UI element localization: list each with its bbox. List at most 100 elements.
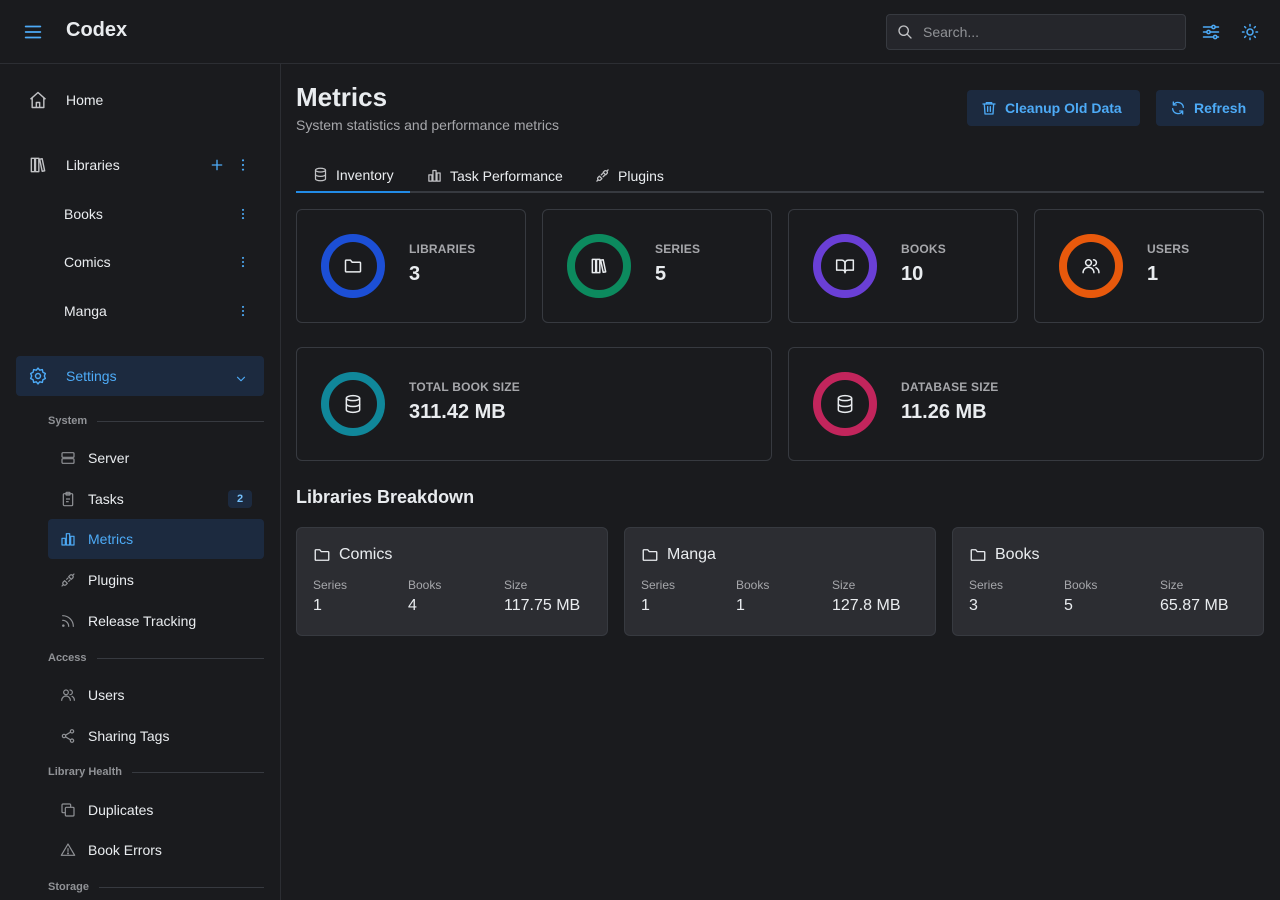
section-label-text: System <box>48 415 88 427</box>
size-label: Size <box>504 578 528 592</box>
theme-toggle-icon[interactable] <box>1238 20 1262 44</box>
stat-ring <box>321 234 385 298</box>
section-label-text: Access <box>48 652 87 664</box>
sidebar-item-libraries[interactable]: Libraries <box>16 145 264 185</box>
sidebar-item-book-errors[interactable]: Book Errors <box>48 830 264 870</box>
books-label: Books <box>736 578 770 592</box>
library-icon <box>27 154 49 176</box>
users-icon <box>1081 256 1101 276</box>
sidebar-item-label: Home <box>66 92 104 108</box>
books-label: Books <box>1064 578 1098 592</box>
refresh-button[interactable]: Refresh <box>1156 90 1265 126</box>
sidebar-item-settings[interactable]: Settings <box>16 356 264 396</box>
menu-icon[interactable] <box>22 21 44 43</box>
sidebar-item-label: Tasks <box>88 491 124 507</box>
library-icon <box>589 256 609 276</box>
section-label-text: Library Health <box>48 766 122 778</box>
sidebar-library-comics[interactable]: Comics <box>48 242 264 282</box>
sidebar-library-manga[interactable]: Manga <box>48 291 264 331</box>
books-count: 4 <box>408 597 417 614</box>
stat-ring <box>567 234 631 298</box>
search-icon <box>887 24 923 40</box>
sidebar-item-metrics[interactable]: Metrics <box>48 519 264 559</box>
tasks-count-badge: 2 <box>228 490 252 508</box>
series-label: Series <box>641 578 676 592</box>
page-subtitle: System statistics and performance metric… <box>296 117 559 133</box>
add-library-icon[interactable] <box>208 154 226 176</box>
page-title: Metrics <box>296 82 388 112</box>
app-header: Codex <box>0 0 1280 64</box>
bar-chart-icon <box>426 168 442 184</box>
stat-ring <box>813 372 877 436</box>
sidebar-item-sharing-tags[interactable]: Sharing Tags <box>48 716 264 756</box>
library-label: Manga <box>64 303 107 319</box>
stat-value: 11.26 MB <box>901 401 987 423</box>
refresh-icon <box>1170 100 1186 116</box>
library-size: 127.8 MB <box>832 597 901 614</box>
database-icon <box>343 394 363 414</box>
series-label: Series <box>969 578 1004 592</box>
stat-card-libraries: LIBRARIES 3 <box>296 209 526 323</box>
tab-plugins[interactable]: Plugins <box>578 158 680 193</box>
sidebar-item-label: Plugins <box>88 572 134 588</box>
more-options-icon[interactable] <box>234 154 252 176</box>
refresh-label: Refresh <box>1194 100 1247 116</box>
books-count: 1 <box>736 597 745 614</box>
bar-chart-icon <box>60 531 76 547</box>
stat-label: SERIES <box>655 242 701 256</box>
plug-icon <box>60 572 76 588</box>
more-options-icon[interactable] <box>234 301 252 321</box>
section-label-system: System <box>48 414 264 428</box>
folder-icon <box>969 546 987 564</box>
library-label: Comics <box>64 254 111 270</box>
series-count: 1 <box>641 597 650 614</box>
share-icon <box>60 728 76 744</box>
sidebar-item-label: Libraries <box>66 157 120 173</box>
gear-icon <box>27 365 49 387</box>
database-icon <box>835 394 855 414</box>
sidebar-item-label: Server <box>88 450 130 466</box>
chevron-down-icon <box>230 368 252 390</box>
copy-icon <box>60 802 76 818</box>
sidebar-item-home[interactable]: Home <box>16 80 264 120</box>
stat-value: 1 <box>1147 263 1159 285</box>
tab-inventory[interactable]: Inventory <box>296 158 410 193</box>
sidebar-item-server[interactable]: Server <box>48 438 264 478</box>
books-count: 5 <box>1064 597 1073 614</box>
filters-icon[interactable] <box>1199 20 1223 44</box>
library-card-comics: Comics Series 1 Books 4 Size 117.75 MB <box>296 527 608 636</box>
stat-label: USERS <box>1147 242 1190 256</box>
cleanup-old-data-button[interactable]: Cleanup Old Data <box>967 90 1140 126</box>
sidebar-item-label: Release Tracking <box>88 613 197 629</box>
sidebar-item-plugins[interactable]: Plugins <box>48 560 264 600</box>
database-icon <box>312 167 328 183</box>
open-book-icon <box>835 256 855 276</box>
books-label: Books <box>408 578 442 592</box>
series-count: 3 <box>969 597 978 614</box>
search-input[interactable] <box>923 15 1185 49</box>
folder-icon <box>343 256 363 276</box>
stat-value: 311.42 MB <box>409 401 506 423</box>
sidebar-item-release-tracking[interactable]: Release Tracking <box>48 601 264 641</box>
sidebar-item-label: Users <box>88 687 125 703</box>
sidebar-item-users[interactable]: Users <box>48 675 264 715</box>
stat-label: LIBRARIES <box>409 242 476 256</box>
stat-value: 5 <box>655 263 667 285</box>
metrics-tabs: Inventory Task Performance Plugins <box>296 158 1264 193</box>
sidebar-item-label: Duplicates <box>88 802 154 818</box>
sidebar-item-label: Settings <box>66 368 117 384</box>
more-options-icon[interactable] <box>234 204 252 224</box>
users-icon <box>60 687 76 703</box>
sidebar-item-duplicates[interactable]: Duplicates <box>48 790 264 830</box>
tab-label: Task Performance <box>450 167 563 184</box>
tab-task-performance[interactable]: Task Performance <box>410 158 579 193</box>
more-options-icon[interactable] <box>234 252 252 272</box>
app-title: Codex <box>66 19 128 41</box>
stat-label: TOTAL BOOK SIZE <box>409 380 521 394</box>
server-icon <box>60 450 76 466</box>
sidebar-item-label: Metrics <box>88 531 134 547</box>
series-label: Series <box>313 578 348 592</box>
sidebar-library-books[interactable]: Books <box>48 194 264 234</box>
rss-icon <box>60 613 76 629</box>
sidebar-item-tasks[interactable]: Tasks 2 <box>48 479 264 519</box>
